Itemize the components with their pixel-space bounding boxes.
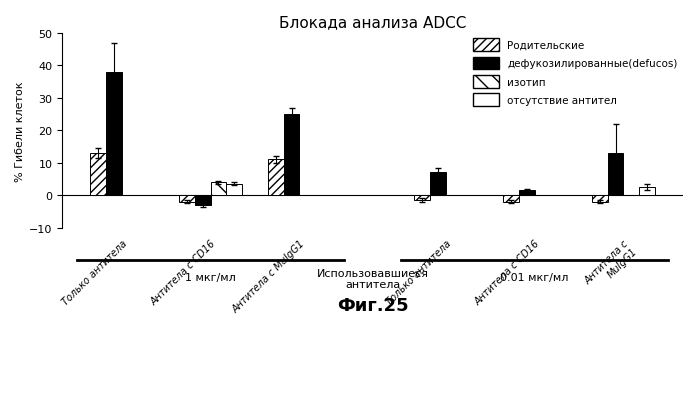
Text: Использовавшиеся
антитела: Использовавшиеся антитела (317, 268, 429, 290)
Title: Блокада анализа ADCC: Блокада анализа ADCC (279, 15, 466, 30)
Bar (415, 196, 430, 200)
Bar (284, 115, 299, 196)
Bar (268, 160, 284, 196)
Bar (519, 191, 535, 196)
Text: 0.01 мкг/мл: 0.01 мкг/мл (500, 272, 569, 282)
Bar (211, 183, 226, 196)
Bar (226, 184, 242, 196)
Bar (91, 154, 106, 196)
Legend: Родительские, дефукозилированные(defucos), изотип, отсутствие антител: Родительские, дефукозилированные(defucos… (473, 39, 678, 107)
Bar (195, 196, 211, 205)
Y-axis label: % Гибели клеток: % Гибели клеток (15, 81, 25, 181)
Bar (608, 154, 623, 196)
Bar (503, 196, 519, 202)
Text: Фиг.25: Фиг.25 (337, 296, 408, 314)
Bar (639, 188, 655, 196)
Bar (179, 196, 195, 202)
Bar (592, 196, 608, 202)
Bar (430, 173, 446, 196)
Text: 1 мкг/мл: 1 мкг/мл (185, 272, 236, 282)
Bar (106, 73, 122, 196)
